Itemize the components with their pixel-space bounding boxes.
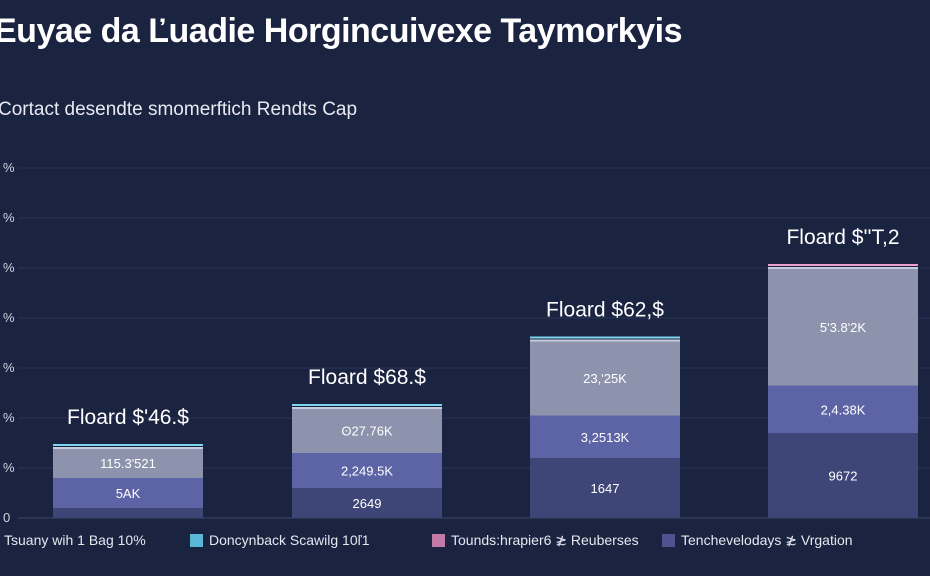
bar-segment	[53, 448, 203, 478]
bar-segment	[530, 415, 680, 458]
segment-value-label: 1647	[591, 481, 620, 496]
segment-value-label: 115.3ʹ521	[100, 456, 156, 471]
legend-swatch	[662, 534, 675, 547]
chart-title: Euyae da Ľuadie Horgincuivexe Taymorkyis	[0, 12, 682, 50]
legend-swatch	[190, 533, 203, 547]
segment-value-label: 2,249.5K	[341, 464, 393, 479]
bar-cap	[292, 404, 442, 406]
y-tick-label: %	[3, 310, 15, 325]
legend-item: Tsuany wih 1 Bag 10%	[4, 532, 146, 548]
legend-swatch	[432, 534, 445, 547]
legend-label: Tounds:hrapier6 ≵ Reuberses	[451, 532, 639, 548]
bar-total-label: Floard $62,$	[546, 299, 664, 322]
bar-segment	[53, 508, 203, 518]
segment-value-label: 5AK	[116, 486, 141, 501]
segment-value-label: 9672	[829, 469, 858, 484]
bar-cap-inner	[292, 407, 442, 409]
chart-legend: Tsuany wih 1 Bag 10% Doncynback Scawilg …	[0, 532, 930, 556]
bar-segment	[530, 458, 680, 518]
bar-cap-inner	[530, 339, 680, 342]
segment-value-label: 2,4.38K	[821, 402, 866, 417]
bar-total-label: Floard $ʹʹT,2	[786, 226, 899, 249]
bar-cap	[53, 444, 203, 446]
y-tick-label: 0	[3, 510, 10, 525]
segment-value-label: 2649	[353, 496, 382, 511]
legend-label: Tenchevelodays ≵ Vrgation	[681, 532, 853, 548]
legend-label: Tsuany wih 1 Bag 10%	[4, 532, 146, 548]
y-tick-label: %	[3, 160, 15, 175]
legend-item: Doncynback Scawilg 10ľ1	[190, 532, 370, 548]
bar-total-label: Floard $68.$	[308, 366, 426, 389]
legend-item: Tenchevelodays ≵ Vrgation	[662, 532, 853, 549]
chart-subtitle: Cortact desendte smomerftich Rendts Cap	[0, 99, 358, 120]
y-tick-label: %	[3, 460, 15, 475]
segment-value-label: ʘ27.76K	[341, 424, 393, 439]
y-tick-label: %	[3, 260, 15, 275]
bar-segment	[292, 488, 442, 518]
legend-label: Doncynback Scawilg 10ľ1	[209, 532, 370, 548]
bar-segment	[768, 268, 918, 386]
segment-value-label: 23,ʹ25K	[583, 371, 627, 386]
bar-cap-inner	[768, 267, 918, 269]
bar-total-label: Floard $ʹ46.$	[67, 406, 189, 429]
segment-value-label: 5ʹ3.8ʹ2K	[820, 320, 866, 335]
bar-segment	[768, 385, 918, 433]
bar-segment	[768, 433, 918, 518]
bar-cap	[530, 336, 680, 339]
bar-cap-inner	[53, 447, 203, 449]
y-tick-label: %	[3, 410, 15, 425]
bar-segment	[53, 478, 203, 508]
bar-cap	[768, 264, 918, 266]
y-tick-label: %	[3, 210, 15, 225]
bar-segment	[530, 340, 680, 416]
bar-segment	[292, 408, 442, 453]
y-tick-label: %	[3, 360, 15, 375]
legend-item: Tounds:hrapier6 ≵ Reuberses	[432, 532, 639, 549]
segment-value-label: 3,2513K	[581, 430, 630, 445]
bar-segment	[292, 453, 442, 488]
